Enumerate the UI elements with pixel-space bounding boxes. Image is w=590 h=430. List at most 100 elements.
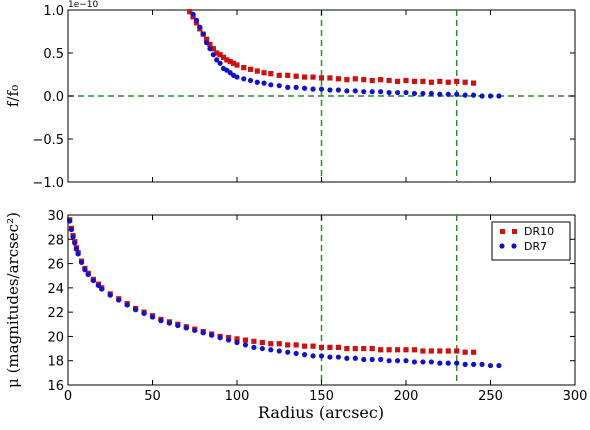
bottom-point-dr10 (285, 342, 291, 348)
x-axis-label: Radius (arcsec) (258, 403, 384, 422)
bottom-point-dr7 (149, 314, 156, 320)
bottom-point-dr7 (335, 354, 341, 360)
bottom-point-dr7 (82, 267, 88, 273)
bottom-point-dr7 (95, 282, 102, 289)
bottom-point-dr7 (403, 358, 409, 364)
bottom-point-dr7 (209, 332, 215, 338)
bottom-point-dr10 (344, 345, 350, 352)
top-point-dr10 (187, 9, 193, 15)
top-point-dr10 (394, 78, 401, 84)
top-point-dr10 (344, 77, 350, 83)
bottom-point-dr7 (183, 325, 189, 331)
top-point-dr7 (210, 52, 216, 58)
top-point-dr10 (369, 77, 375, 84)
top-point-dr10 (411, 78, 418, 84)
bottom-point-dr7 (352, 355, 358, 361)
bottom-point-dr7 (327, 354, 333, 360)
bottom-point-dr7 (175, 322, 181, 329)
bottom-point-dr10 (411, 347, 418, 353)
top-point-dr10 (247, 66, 254, 72)
legend-marker-dr10-b (512, 229, 517, 234)
legend: DR10 DR7 (491, 221, 571, 261)
bottom-point-dr7 (445, 360, 451, 366)
bottom-point-dr7 (310, 353, 316, 359)
bottom-point-dr7 (133, 307, 139, 313)
top-point-dr7 (261, 80, 267, 86)
top-y-tick-label: 1.0 (43, 4, 64, 19)
top-point-dr10 (420, 78, 426, 84)
top-point-dr10 (361, 77, 367, 83)
bottom-point-dr10 (234, 336, 240, 342)
top-point-dr10 (224, 57, 230, 63)
bottom-point-dr7 (487, 362, 494, 369)
bottom-point-dr7 (124, 302, 130, 308)
bottom-point-dr7 (234, 339, 240, 346)
top-point-dr10 (428, 79, 434, 85)
top-point-dr10 (231, 60, 237, 66)
bottom-point-dr10 (386, 347, 392, 353)
panel-top-marks (68, 9, 575, 182)
bottom-point-dr7 (200, 330, 206, 336)
top-point-dr7 (369, 89, 375, 95)
top-point-dr7 (247, 77, 254, 84)
bottom-point-dr7 (462, 361, 468, 367)
top-point-dr10 (378, 77, 384, 83)
bottom-point-dr7 (116, 297, 122, 303)
top-point-dr7 (214, 57, 220, 63)
bottom-point-dr7 (386, 358, 392, 364)
top-point-dr7 (310, 86, 316, 92)
top-point-dr7 (335, 87, 341, 93)
top-point-dr7 (207, 46, 213, 52)
top-point-dr10 (327, 75, 333, 81)
bottom-point-dr7 (242, 342, 249, 348)
top-point-dr10 (261, 70, 267, 76)
bottom-point-dr7 (361, 356, 367, 363)
top-point-dr10 (285, 72, 291, 78)
top-point-dr7 (352, 88, 358, 94)
top-point-dr10 (302, 74, 308, 80)
top-point-dr10 (210, 46, 216, 52)
top-point-dr7 (496, 93, 502, 99)
top-point-dr7 (200, 31, 206, 37)
bottom-point-dr7 (496, 362, 502, 369)
legend-label-dr10: DR10 (524, 225, 554, 238)
bottom-point-dr7 (141, 310, 147, 316)
bottom-point-dr7 (225, 337, 232, 343)
bottom-point-dr7 (276, 348, 282, 354)
bottom-y-tick-label: 18 (47, 355, 64, 370)
x-tick-label: 100 (225, 389, 250, 404)
bottom-point-dr10 (293, 342, 299, 348)
x-tick-label: 50 (144, 389, 161, 404)
top-point-dr10 (437, 78, 443, 84)
top-point-dr7 (428, 90, 434, 97)
x-tick-label: 150 (309, 389, 334, 404)
legend-marker-dr10 (500, 229, 505, 234)
bottom-point-dr10 (420, 348, 426, 354)
top-point-dr7 (378, 89, 384, 95)
bottom-y-tick-label: 24 (47, 282, 64, 297)
bottom-point-dr7 (70, 234, 76, 240)
top-y-axis-label: f/f₀ (4, 85, 22, 107)
legend-box (491, 221, 571, 261)
top-point-dr10 (276, 72, 282, 78)
bottom-point-dr7 (75, 251, 81, 257)
bottom-point-dr10 (437, 348, 443, 354)
bottom-point-dr10 (318, 344, 325, 350)
bottom-point-dr7 (259, 345, 265, 352)
bottom-point-dr7 (217, 335, 223, 341)
top-point-dr7 (462, 92, 468, 98)
bottom-point-dr7 (369, 356, 375, 363)
bottom-point-dr7 (411, 359, 418, 365)
top-point-dr7 (285, 84, 291, 90)
top-point-dr7 (203, 40, 210, 46)
bottom-point-dr7 (293, 350, 299, 357)
x-tick-label: 300 (563, 389, 588, 404)
bottom-point-dr7 (99, 286, 105, 292)
bottom-point-dr7 (479, 361, 485, 367)
top-point-dr10 (403, 77, 409, 84)
top-point-dr7 (268, 82, 274, 88)
bottom-point-dr7 (302, 352, 308, 358)
top-point-dr10 (318, 75, 325, 81)
